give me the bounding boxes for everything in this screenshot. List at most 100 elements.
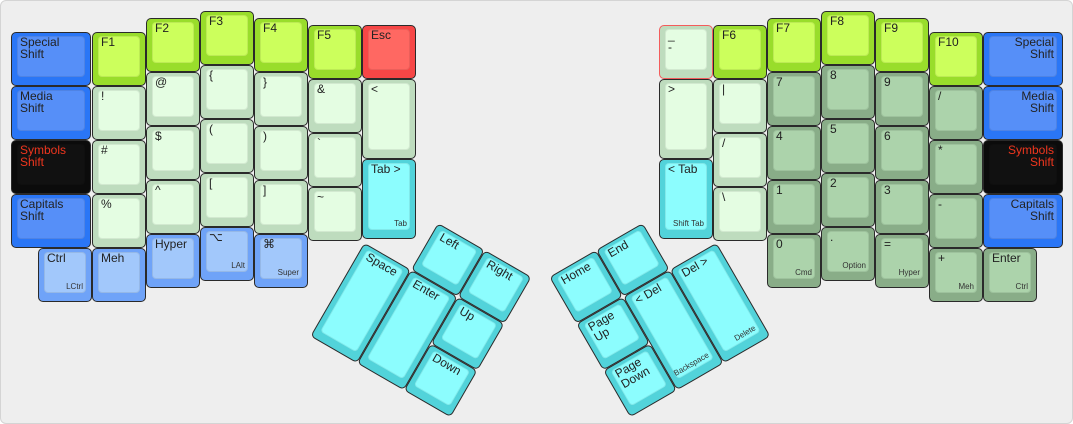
- keycap-top: [989, 252, 1031, 293]
- key-capitals-shift[interactable]: Capitals Shift: [11, 194, 91, 248]
- keycap-top: [881, 184, 923, 225]
- keycap-top: [98, 252, 140, 293]
- keycap-top: [881, 238, 923, 279]
- key-symbol-12[interactable]: $: [146, 126, 200, 180]
- key-meh[interactable]: Meh: [92, 248, 146, 302]
- key-0[interactable]: 0 Cmd: [767, 234, 821, 288]
- key-symbol-55[interactable]: /: [929, 86, 983, 140]
- key-capitals-shift[interactable]: Capitals Shift: [983, 194, 1063, 248]
- key-symbol-27[interactable]: `: [308, 133, 362, 187]
- key-media-shift[interactable]: Media Shift: [11, 86, 91, 140]
- key-f7[interactable]: F7: [767, 18, 821, 72]
- key-6[interactable]: 6: [875, 126, 929, 180]
- key-label: 8: [830, 68, 837, 82]
- key-symbol-37[interactable]: /: [713, 133, 767, 187]
- keycap-top: [773, 76, 815, 117]
- key-5[interactable]: 5: [821, 119, 875, 173]
- key-label: _ -: [668, 28, 675, 54]
- key-1[interactable]: 1: [767, 180, 821, 234]
- key-label: #: [101, 143, 108, 157]
- key-7[interactable]: 7: [767, 72, 821, 126]
- key-symbol-21[interactable]: }: [254, 72, 308, 126]
- key-4[interactable]: 4: [767, 126, 821, 180]
- key-f1[interactable]: F1: [92, 32, 146, 86]
- key-label: Capitals Shift: [1010, 197, 1054, 223]
- key-f10[interactable]: F10: [929, 32, 983, 86]
- key-symbol-16[interactable]: {: [200, 65, 254, 119]
- key-media-shift[interactable]: Media Shift: [983, 86, 1063, 140]
- key-symbols-shift[interactable]: Symbols Shift: [11, 140, 91, 194]
- key-sublabel: Tab: [394, 219, 407, 228]
- key-tab[interactable]: < Tab Shift Tab: [659, 159, 713, 239]
- keycap-top: [17, 36, 85, 77]
- key-label: 7: [776, 75, 783, 89]
- key-hyper[interactable]: Hyper: [146, 234, 200, 288]
- key-f5[interactable]: F5: [308, 25, 362, 79]
- key-symbol-30[interactable]: <: [362, 79, 416, 159]
- key-label: F2: [155, 21, 170, 35]
- keycap-top: [260, 238, 302, 279]
- key-label: +: [938, 251, 946, 265]
- key-symbol-18[interactable]: [: [200, 173, 254, 227]
- key-symbol-8[interactable]: %: [92, 194, 146, 248]
- keycap-top: [152, 184, 194, 225]
- key-symbol-58[interactable]: + Meh: [929, 248, 983, 302]
- key-symbol-48[interactable]: . Option: [821, 227, 875, 281]
- key-symbol-57[interactable]: -: [929, 194, 983, 248]
- key-f3[interactable]: F3: [200, 11, 254, 65]
- key-tab[interactable]: Tab > Tab: [362, 159, 416, 239]
- key-symbol-19[interactable]: ⌥ LAlt: [200, 227, 254, 281]
- key-esc[interactable]: Esc: [362, 25, 416, 79]
- keycap-top: [152, 238, 194, 279]
- key-symbol-53[interactable]: = Hyper: [875, 234, 929, 288]
- key-ctrl[interactable]: Ctrl LCtrl: [38, 248, 92, 302]
- key-special-shift[interactable]: Special Shift: [11, 32, 91, 86]
- key-symbol-38[interactable]: \: [713, 187, 767, 241]
- keycap-top: [314, 29, 356, 70]
- key-symbol-28[interactable]: ~: [308, 187, 362, 241]
- key-symbol-6[interactable]: !: [92, 86, 146, 140]
- key-label: Enter: [992, 251, 1021, 265]
- keycap-top: [665, 163, 707, 230]
- key-special-shift[interactable]: Special Shift: [983, 32, 1063, 86]
- keycap-top: [773, 184, 815, 225]
- key-sublabel: Ctrl: [1015, 282, 1028, 291]
- key-enter[interactable]: Enter Ctrl: [983, 248, 1037, 302]
- key-symbol-24[interactable]: ⌘ Super: [254, 234, 308, 288]
- key-label: Hyper: [155, 237, 188, 251]
- key-symbol-26[interactable]: &: [308, 79, 362, 133]
- key-symbol-17[interactable]: (: [200, 119, 254, 173]
- keycap-top: [827, 231, 869, 272]
- key-f6[interactable]: F6: [713, 25, 767, 79]
- key-2[interactable]: 2: [821, 173, 875, 227]
- key-f8[interactable]: F8: [821, 11, 875, 65]
- key-label: ): [263, 129, 267, 143]
- key-symbol-7[interactable]: #: [92, 140, 146, 194]
- key-symbol-13[interactable]: ^: [146, 180, 200, 234]
- key-symbol-56[interactable]: *: [929, 140, 983, 194]
- key-label: {: [209, 68, 214, 82]
- key-symbol-33[interactable]: >: [659, 79, 713, 159]
- key-symbol-36[interactable]: |: [713, 79, 767, 133]
- key-symbol-11[interactable]: @: [146, 72, 200, 126]
- keycap-top: [44, 252, 86, 293]
- key-f9[interactable]: F9: [875, 18, 929, 72]
- key-symbol-32[interactable]: _ -: [659, 25, 713, 79]
- keycap-top: [206, 231, 248, 272]
- keycap-top: [206, 123, 248, 164]
- key-label: Meh: [101, 251, 125, 265]
- key-3[interactable]: 3: [875, 180, 929, 234]
- key-label: %: [101, 197, 112, 211]
- key-symbol-23[interactable]: ]: [254, 180, 308, 234]
- key-9[interactable]: 9: [875, 72, 929, 126]
- key-f2[interactable]: F2: [146, 18, 200, 72]
- key-8[interactable]: 8: [821, 65, 875, 119]
- key-symbol-22[interactable]: ): [254, 126, 308, 180]
- key-symbols-shift[interactable]: Symbols Shift: [983, 140, 1063, 194]
- keycap-top: [719, 29, 761, 70]
- key-label: F7: [776, 21, 791, 35]
- key-sublabel: Shift Tab: [673, 219, 704, 228]
- key-f4[interactable]: F4: [254, 18, 308, 72]
- key-label: >: [668, 82, 676, 96]
